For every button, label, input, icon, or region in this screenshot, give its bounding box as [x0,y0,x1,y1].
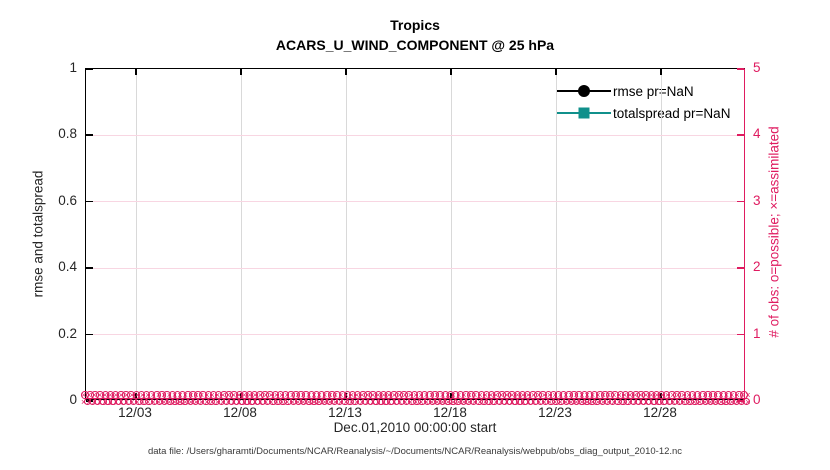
x-tick-label: 12/23 [538,405,572,420]
x-gridline [345,69,347,399]
legend: rmse pr=NaN totalspread pr=NaN [556,80,730,124]
x-tick-label: 12/18 [433,405,467,420]
right-y-tick-label: 2 [753,259,761,275]
left-y-tick-label: 0.2 [58,325,77,341]
square-marker-icon [578,107,589,119]
circle-marker-icon [577,85,590,97]
right-y-tick-label: 1 [753,325,761,341]
data-file-footer: data file: /Users/gharamti/Documents/NCA… [147,446,683,457]
y-gridline [86,201,744,203]
x-axis-label: Dec.01,2010 00:00:00 start [333,420,497,435]
legend-item: rmse pr=NaN [556,80,730,102]
left-axis-tick [86,134,93,136]
left-axis-tick [86,68,93,70]
right-axis-tick [737,68,744,70]
possible-obs-marker [742,397,751,405]
x-tick-label: 12/03 [118,405,152,420]
plot-title: Tropics [390,17,440,33]
x-tick-label: 12/28 [643,405,677,420]
x-gridline [660,69,662,399]
x-gridline [450,69,452,399]
x-tick-label: 12/13 [328,405,362,420]
y-gridline [86,334,744,336]
left-y-axis-label: rmse and totalspread [30,170,46,298]
plot-subtitle: ACARS_U_WIND_COMPONENT @ 25 hPa [275,37,555,53]
top-axis-tick [450,69,452,75]
left-y-tick-label: 0.4 [58,259,77,275]
top-axis-tick [135,69,137,75]
y-gridline [86,134,744,136]
filled-square-legend-sample [556,105,611,121]
top-axis-tick [555,69,557,75]
right-axis-tick [737,333,744,336]
right-axis-tick [737,267,744,269]
legend-label: rmse pr=NaN [613,83,694,99]
right-y-tick-label: 5 [753,60,761,75]
x-gridline [135,69,137,399]
legend-item: totalspread pr=NaN [556,102,730,124]
left-y-tick-label: 0 [69,392,77,407]
right-y-tick-label: 3 [753,192,761,208]
top-axis-tick [345,69,347,75]
filled-circle-legend-sample [556,83,611,99]
x-tick-label: 12/08 [223,405,257,420]
top-axis-tick [660,69,662,75]
top-axis-tick [240,69,242,75]
left-y-tick-label: 1 [69,60,77,75]
obs-count-marker-band: × × × × × × × × × × × × × × × × × × × × … [81,391,751,406]
plot-area: rmse pr=NaN totalspread pr=NaN [85,68,745,402]
right-y-axis-label: # of obs: o=possible; ×=assimilated [766,126,782,338]
left-y-tick-label: 0.8 [58,126,77,142]
right-y-tick-label: 4 [753,126,761,142]
right-y-tick-label: 0 [753,392,761,407]
right-axis-tick [737,200,744,203]
left-axis-tick [86,267,93,269]
right-axis-tick [737,134,744,136]
left-axis-tick [86,333,93,336]
left-y-tick-label: 0.6 [58,192,77,208]
x-gridline [240,69,242,399]
legend-label: totalspread pr=NaN [613,105,731,121]
y-gridline [86,267,744,269]
x-gridline [555,69,557,399]
left-axis-tick [86,200,93,203]
